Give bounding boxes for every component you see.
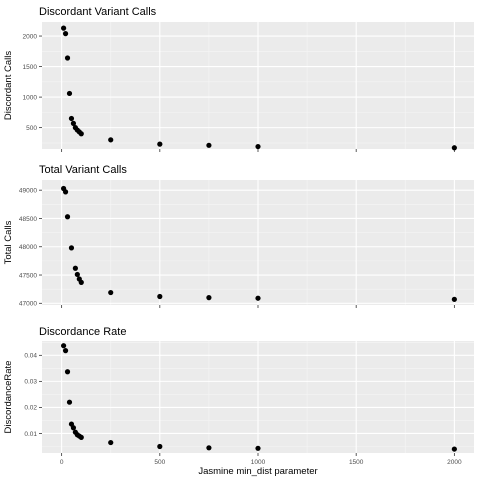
data-point [157, 443, 163, 450]
y-tick-label: 48000 [19, 244, 37, 251]
y-tick-label: 0.03 [24, 379, 37, 386]
data-point [64, 369, 71, 375]
data-point [255, 295, 261, 301]
data-point [64, 214, 71, 220]
plot-title: Discordant Variant Calls [39, 6, 157, 18]
y-tick-label: 0.01 [24, 431, 37, 438]
data-point [70, 425, 77, 431]
data-point [108, 439, 114, 446]
x-tick-label: 0 [60, 459, 64, 466]
plot-title: Discordance Rate [39, 326, 126, 338]
y-tick-label: 2000 [23, 33, 38, 40]
data-point [68, 115, 75, 122]
data-point [108, 289, 114, 296]
data-point [66, 399, 73, 405]
data-point [255, 143, 261, 150]
data-point [78, 131, 84, 137]
y-tick-label: 47000 [19, 301, 37, 308]
data-point [62, 31, 69, 37]
y-tick-label: 1500 [23, 64, 38, 71]
y-tick-label: 47500 [19, 272, 37, 279]
data-point [64, 55, 71, 61]
y-axis-label: Discordant Calls [3, 51, 14, 120]
data-point [206, 295, 212, 301]
data-point [61, 343, 67, 349]
data-point [68, 245, 75, 251]
y-tick-label: 500 [26, 125, 37, 132]
total-calls-plot: 47000 47500 48000 48500 49000 Total Variant C… [3, 164, 474, 308]
data-point [78, 434, 84, 440]
x-tick-label: 1500 [349, 459, 364, 466]
x-axis-label: Jasmine min_dist parameter [198, 466, 317, 477]
data-point [206, 445, 212, 451]
data-point [74, 271, 80, 278]
data-point [206, 142, 212, 148]
plot-title: Total Variant Calls [39, 164, 127, 176]
data-point [157, 141, 163, 147]
data-point [157, 293, 163, 300]
data-point [70, 120, 77, 126]
data-point [108, 137, 114, 143]
data-point [78, 279, 84, 285]
data-point [451, 145, 457, 151]
y-tick-label: 49000 [19, 187, 37, 194]
data-point [66, 90, 73, 97]
y-tick-label: 48500 [19, 216, 37, 223]
y-tick-label: 1000 [23, 94, 38, 101]
data-point [255, 445, 261, 451]
data-point [62, 348, 69, 354]
data-point [61, 25, 67, 31]
x-tick-label: 1000 [251, 459, 266, 466]
discordance-rate-plot: 0.01 0.02 0.03 0.04 0 500 1000 1500 2000 Discorda… [3, 326, 474, 477]
discordant-calls-plot: 500 1000 1500 2000 Discordant Variant Calls D… [3, 6, 474, 152]
x-tick-label: 500 [154, 459, 165, 466]
data-point [72, 265, 78, 271]
y-axis-label: Total Calls [3, 220, 14, 264]
y-axis-label: DiscordanceRate [3, 361, 14, 434]
data-point [451, 446, 457, 452]
y-tick-label: 0.04 [24, 353, 37, 360]
x-tick-label: 2000 [447, 459, 462, 466]
y-tick-label: 0.02 [24, 405, 37, 412]
data-point [451, 296, 457, 302]
data-point [62, 189, 69, 195]
